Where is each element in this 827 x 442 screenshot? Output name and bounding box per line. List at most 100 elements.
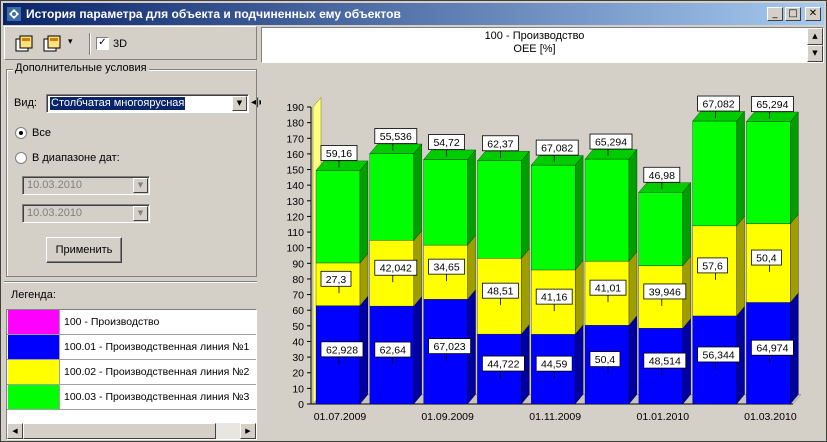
data-label: 54,72 [433, 137, 459, 149]
bar-side [575, 155, 584, 271]
data-label: 65,294 [595, 137, 627, 149]
bar-segment [315, 170, 361, 264]
legend-label: 100.03 - Производственная линия №3 [64, 391, 250, 403]
bar-side [790, 213, 799, 303]
y-tick-label: 180 [286, 118, 304, 130]
stacked-bar-chart: 0 10 20 30 40 50 60 70 80 90 100 110 120 130 140 150 160… [286, 95, 802, 423]
data-label: 39,946 [649, 286, 681, 298]
chevron-down-icon[interactable]: ▼ [133, 178, 148, 193]
bar-segment [369, 153, 414, 241]
export-chart-icon[interactable] [43, 35, 63, 53]
app-icon [7, 7, 21, 21]
data-label: 57,6 [702, 260, 723, 272]
maximize-button[interactable]: □ [785, 7, 801, 21]
radio-all-dot[interactable] [15, 127, 27, 139]
chevron-down-icon[interactable]: ▼ [232, 96, 247, 111]
check-3d-box[interactable]: ✓ [96, 37, 109, 50]
bar-top [369, 143, 423, 154]
apply-button[interactable]: Применить [46, 237, 122, 263]
data-label: 41,16 [541, 292, 567, 304]
data-label-box [481, 135, 519, 152]
y-tick-label: 160 [286, 149, 304, 161]
data-label-box [643, 283, 687, 300]
scroll-thumb[interactable] [23, 423, 216, 439]
bar-side [359, 160, 369, 264]
data-label: 59,16 [326, 148, 352, 160]
data-label-box [374, 259, 418, 276]
date-to-picker[interactable]: 10.03.2010 ▼ [22, 204, 150, 223]
legend-item[interactable]: 100.02 - Производственная линия №2 [7, 360, 256, 385]
y-tick-label: 100 [286, 243, 304, 255]
check-3d[interactable]: ✓ 3D [96, 37, 127, 50]
header-vscrollbar[interactable]: ▲ ▼ [807, 28, 823, 62]
data-label-box [428, 338, 472, 355]
y-tick-label: 70 [292, 290, 304, 302]
scroll-left-icon[interactable]: ◀ [7, 423, 23, 439]
y-tick-label: 50 [292, 321, 304, 333]
y-tick-label: 170 [286, 133, 304, 145]
data-label: 67,082 [703, 99, 735, 111]
y-tick-label: 40 [292, 336, 304, 348]
y-tick-label: 90 [292, 258, 304, 270]
bar-side [628, 315, 638, 405]
data-label-box [374, 128, 418, 144]
bar-segment [746, 121, 791, 224]
data-label: 44,59 [541, 359, 567, 371]
scroll-down-icon[interactable]: ▼ [807, 45, 823, 62]
bar-side [521, 248, 530, 335]
check-3d-label: 3D [113, 37, 128, 50]
legend-item[interactable]: 100 - Производство [7, 310, 256, 335]
data-label-box [320, 341, 364, 358]
chart-header: 100 - Производство OEE [%] ▲ ▼ [261, 27, 824, 63]
data-label: 64,974 [756, 343, 788, 355]
data-label-box [697, 346, 741, 363]
chevron-down-icon[interactable]: ▼ [133, 206, 148, 221]
bar-side [682, 182, 691, 267]
scroll-up-icon[interactable]: ▲ [807, 28, 823, 45]
data-label-box [589, 351, 621, 368]
chevron-down-icon[interactable]: ▾ [68, 37, 73, 47]
bar-side [736, 215, 745, 317]
data-label-box [750, 249, 782, 266]
data-label: 50,4 [595, 354, 616, 366]
data-label-box [535, 355, 573, 372]
data-label-box [589, 133, 633, 150]
legend-label: 100.01 - Производственная линия №1 [64, 341, 250, 353]
x-tick-label: 01.11.2009 [529, 411, 581, 423]
date-from-picker[interactable]: 10.03.2010 ▼ [22, 176, 150, 195]
copy-chart-icon[interactable] [15, 35, 35, 53]
bar-side [575, 259, 584, 335]
radio-range-label: В диапазоне дат: [32, 152, 120, 164]
data-label: 46,98 [649, 170, 675, 182]
y-tick-label: 130 [286, 196, 304, 208]
title-bar[interactable]: История параметра для объекта и подчинен… [3, 3, 824, 25]
x-tick-label: 01.01.2010 [637, 411, 690, 423]
radio-all[interactable]: Все [15, 127, 51, 139]
radio-range[interactable]: В диапазоне дат: [15, 152, 120, 164]
x-tick-label: 01.07.2009 [314, 411, 367, 423]
bar-top [423, 149, 476, 160]
minimize-button[interactable]: _ [767, 7, 783, 21]
y-tick-label: 20 [292, 368, 304, 380]
data-label: 62,928 [326, 344, 358, 356]
data-label: 65,294 [756, 99, 788, 111]
bar-side [521, 150, 530, 259]
data-label: 67,082 [541, 143, 573, 155]
data-label: 50,4 [756, 253, 777, 265]
legend-item[interactable]: 100.03 - Производственная линия №3 [7, 385, 256, 410]
data-label-box [643, 352, 687, 369]
radio-range-dot[interactable] [15, 152, 27, 164]
splitter-handle[interactable]: ◂|▸ [251, 97, 265, 108]
scroll-right-icon[interactable]: ▶ [240, 423, 256, 439]
legend-hscrollbar[interactable]: ◀ ▶ [7, 423, 256, 439]
legend-swatch [8, 335, 60, 359]
bar-side [628, 251, 638, 326]
conditions-group: Дополнительные условия Вид: Столбчатая м… [6, 62, 257, 277]
bar-side [467, 235, 476, 300]
close-button[interactable]: ✕ [805, 7, 821, 21]
view-select[interactable]: Столбчатая многоярусная ▼ [46, 94, 249, 113]
y-tick-label: 10 [292, 383, 304, 395]
legend-item[interactable]: 100.01 - Производственная линия №1 [7, 335, 256, 360]
bar-segment [423, 159, 468, 246]
data-label-box [750, 96, 794, 112]
